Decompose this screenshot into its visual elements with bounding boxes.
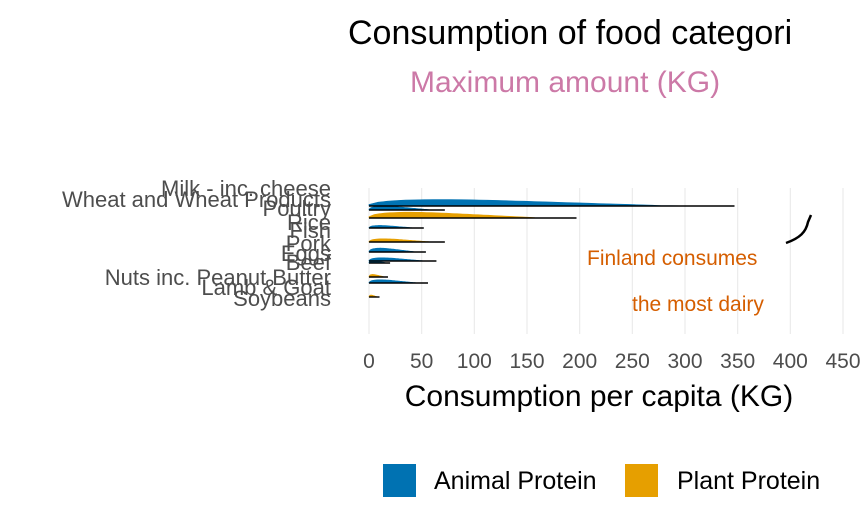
annotation-line-1: Finland consumes: [587, 247, 758, 270]
x-tick-label: 200: [562, 350, 597, 373]
y-tick-label: Lamb & Goat: [201, 275, 331, 300]
y-tick-label: Pork: [286, 231, 332, 256]
x-tick-label: 50: [410, 350, 433, 373]
y-tick-label: Fish: [289, 218, 331, 243]
y-tick-label: Milk - inc. cheese: [161, 176, 331, 201]
legend-swatch-plant: [625, 464, 658, 497]
y-tick-label: Nuts inc. Peanut Butter: [105, 265, 331, 290]
annotation-arrow: [785, 214, 813, 245]
annotation-line-2: the most dairy: [632, 293, 764, 316]
y-tick-label: Poultry: [263, 196, 331, 221]
x-axis-ticks: 0 50 100 150 200 250 300 350 400 450: [363, 350, 860, 373]
x-tick-label: 350: [720, 350, 755, 373]
x-axis-title: Consumption per capita (KG): [405, 380, 794, 413]
legend-swatch-animal: [383, 464, 416, 497]
chart-title: Consumption of food categori: [348, 14, 793, 52]
ridge-plant-protein: [368, 211, 577, 219]
y-tick-label: Rice: [287, 210, 331, 235]
x-tick-label: 300: [667, 350, 702, 373]
x-tick-label: 100: [457, 350, 492, 373]
y-tick-label: Eggs: [281, 241, 331, 266]
x-tick-label: 400: [773, 350, 808, 373]
ridge-animal-protein: [368, 199, 735, 207]
y-tick-label: Wheat and Wheat Products: [62, 187, 331, 212]
max-lines: [369, 205, 735, 298]
chart-subtitle: Maximum amount (KG): [410, 66, 721, 99]
y-tick-label: Soybeans: [233, 286, 331, 311]
legend-label-plant: Plant Protein: [677, 467, 821, 495]
legend-label-animal: Animal Protein: [434, 467, 597, 495]
x-tick-label: 450: [825, 350, 860, 373]
x-tick-label: 0: [363, 350, 375, 373]
x-tick-label: 250: [615, 350, 650, 373]
x-tick-label: 150: [509, 350, 544, 373]
y-tick-label: Beef: [286, 250, 332, 275]
